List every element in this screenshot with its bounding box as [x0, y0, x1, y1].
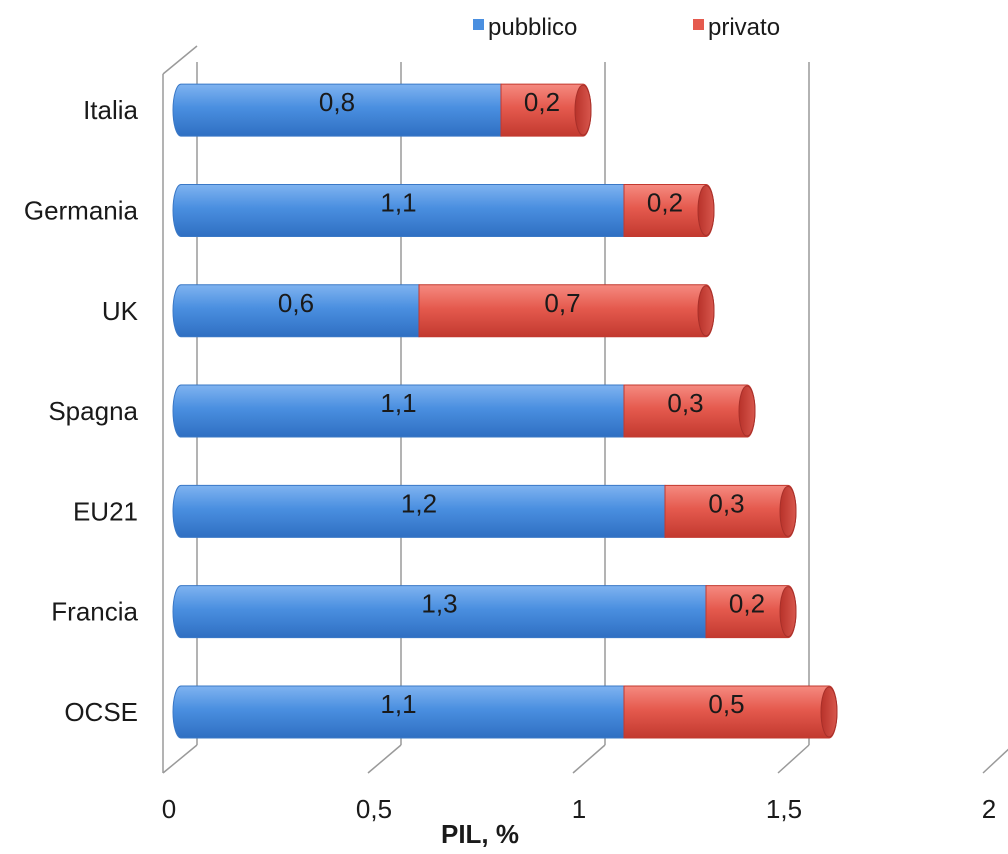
bar-pubblico: [172, 685, 625, 739]
x-tick-label: 0,5: [356, 794, 392, 824]
category-label: Germania: [24, 195, 139, 225]
bar-end-cap: [820, 686, 838, 738]
data-label: 1,3: [421, 589, 457, 619]
bar-pubblico: [172, 183, 625, 237]
data-label: 0,7: [544, 288, 580, 318]
data-label: 0,8: [319, 87, 355, 117]
legend-label-privato: privato: [708, 14, 780, 41]
floor-gridline: [367, 744, 402, 774]
x-tick-label: 1: [572, 794, 586, 824]
bar-end-cap: [574, 84, 592, 136]
labels-layer: Italia 0,8 0,2 Germania 1,1 0,2 UK 0,6 0,7 Spagna…: [24, 87, 765, 727]
floor-gridline: [982, 748, 1008, 774]
bar-pubblico: [172, 284, 420, 338]
data-label: 0,3: [667, 388, 703, 418]
bar-end-cap: [697, 184, 715, 236]
category-label: Spagna: [48, 396, 138, 426]
data-label: 0,2: [647, 187, 683, 217]
data-label: 1,1: [380, 388, 416, 418]
floor-gridline: [777, 744, 810, 774]
legend-label-pubblico: pubblico: [488, 14, 577, 41]
data-label: 0,2: [524, 87, 560, 117]
bar-pubblico: [172, 384, 625, 438]
y-axis-top-edge: [162, 45, 198, 75]
data-label: 0,3: [708, 488, 744, 518]
category-label: EU21: [73, 496, 138, 526]
floor-gridline: [572, 744, 606, 774]
data-label: 0,6: [278, 288, 314, 318]
axis-layer: 0 0,5 1 1,5 2: [162, 45, 996, 824]
bar-end-cap: [697, 285, 715, 337]
data-label: 1,1: [380, 689, 416, 719]
category-label: Francia: [51, 597, 138, 627]
data-label: 1,1: [380, 187, 416, 217]
x-tick-label: 1,5: [766, 794, 802, 824]
floor-gridline: [162, 744, 198, 774]
category-label: OCSE: [64, 697, 138, 727]
bar-end-cap: [738, 385, 756, 437]
x-tick-label: 2: [982, 794, 996, 824]
x-tick-label: 0: [162, 794, 176, 824]
x-axis-title: PIL, %: [441, 819, 519, 849]
legend: pubblico privato: [473, 14, 780, 41]
category-label: Italia: [83, 95, 138, 125]
data-label: 0,5: [708, 689, 744, 719]
bar-end-cap: [779, 586, 797, 638]
data-label: 0,2: [729, 589, 765, 619]
bar-pubblico: [172, 83, 502, 137]
bars-layer: [172, 83, 838, 739]
legend-swatch-pubblico: [473, 19, 484, 30]
data-label: 1,2: [401, 488, 437, 518]
legend-swatch-privato: [693, 19, 704, 30]
bar-pubblico: [172, 585, 707, 639]
category-label: UK: [102, 296, 139, 326]
bar-pubblico: [172, 484, 666, 538]
bar-end-cap: [779, 485, 797, 537]
